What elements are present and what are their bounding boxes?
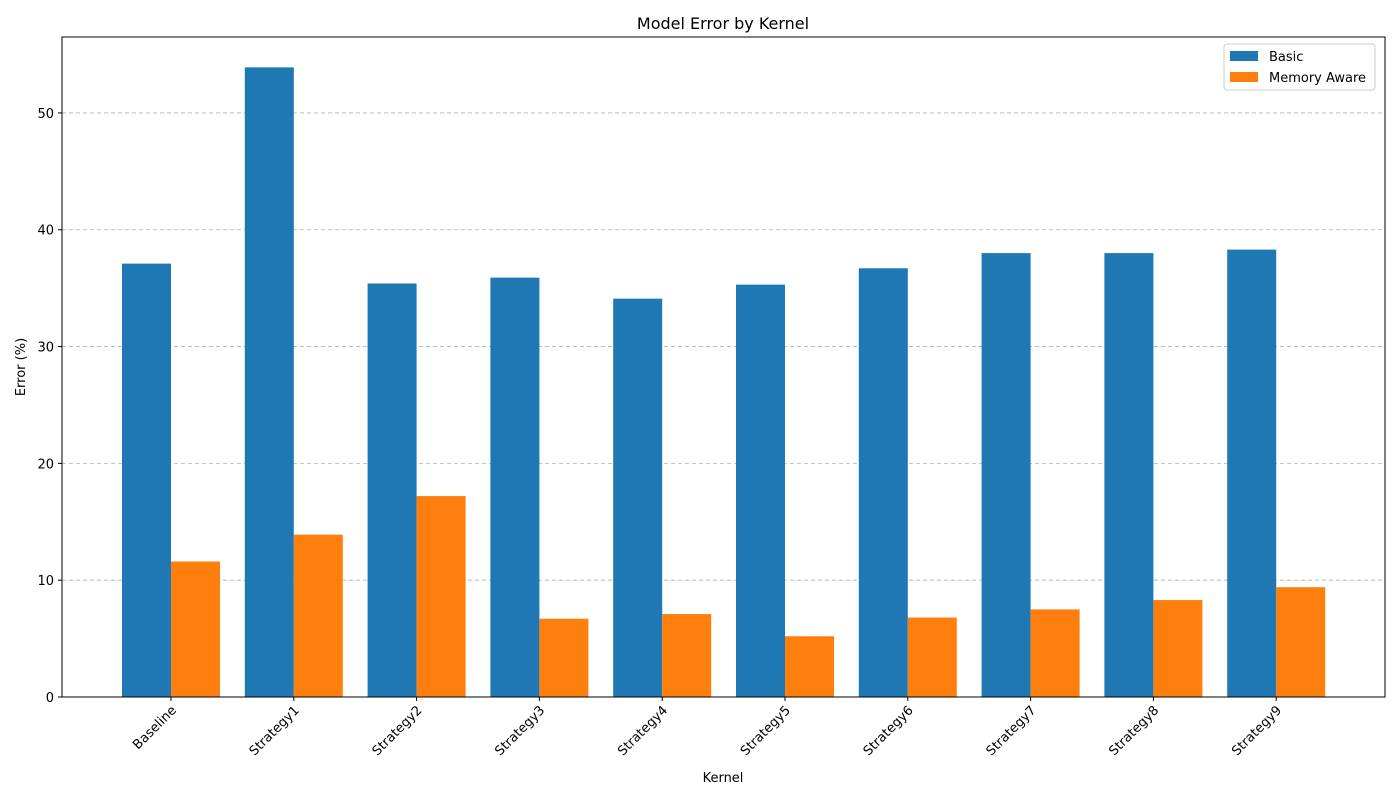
bar-basic [613, 298, 663, 697]
bar-memory-aware [539, 618, 589, 697]
x-tick-label: Strategy6 [861, 703, 917, 759]
legend: Basic Memory Aware [1223, 43, 1376, 91]
y-axis-label: Error (%) [14, 338, 29, 396]
x-tick-label: Strategy2 [370, 703, 426, 759]
x-axis: Baseline Strategy1 Strategy2 Strategy3 Strat… [130, 697, 1285, 759]
bar-memory-aware [1153, 600, 1203, 697]
x-tick-label: Strategy5 [738, 703, 794, 759]
bar-basic [1104, 253, 1154, 697]
bar-memory-aware [785, 636, 834, 697]
bar-basic [981, 253, 1031, 697]
x-tick-label: Strategy4 [615, 703, 671, 759]
y-tick-label: 40 [37, 224, 54, 239]
plot-frame [61, 36, 1386, 698]
bar-memory-aware [293, 534, 343, 697]
y-tick-label: 10 [37, 574, 54, 589]
bars [122, 67, 1326, 697]
x-tick-label: Baseline [130, 703, 180, 753]
legend-label: Memory Aware [1269, 71, 1366, 86]
bar-basic [858, 268, 908, 697]
y-tick-label: 20 [37, 457, 54, 472]
bar-basic [1227, 249, 1277, 697]
x-tick-label: Strategy7 [984, 703, 1040, 759]
bar-basic [367, 283, 417, 697]
x-tick-label: Strategy8 [1106, 703, 1162, 759]
bar-basic [490, 277, 540, 697]
legend-swatch [1230, 72, 1258, 82]
bar-basic [122, 263, 171, 697]
legend-label: Basic [1269, 50, 1303, 65]
x-axis-label: Kernel [703, 771, 744, 786]
y-tick-label: 30 [37, 341, 54, 356]
bar-basic [244, 67, 294, 697]
y-tick-label: 50 [37, 107, 54, 122]
y-tick-label: 0 [46, 691, 54, 706]
x-tick-label: Strategy1 [247, 703, 303, 759]
bar-memory-aware [1030, 609, 1080, 697]
bar-basic [736, 284, 785, 697]
bar-memory-aware [416, 496, 466, 697]
legend-box [1223, 43, 1376, 91]
bar-memory-aware [171, 561, 220, 697]
bar-memory-aware [907, 617, 957, 697]
y-axis: 0 10 20 30 40 50 [37, 107, 62, 706]
chart-title: Model Error by Kernel [637, 14, 809, 33]
bar-memory-aware [662, 614, 712, 697]
x-tick-label: Strategy9 [1229, 703, 1285, 759]
x-tick-label: Strategy3 [492, 703, 548, 759]
legend-swatch [1230, 51, 1258, 61]
bar-memory-aware [1276, 587, 1326, 697]
